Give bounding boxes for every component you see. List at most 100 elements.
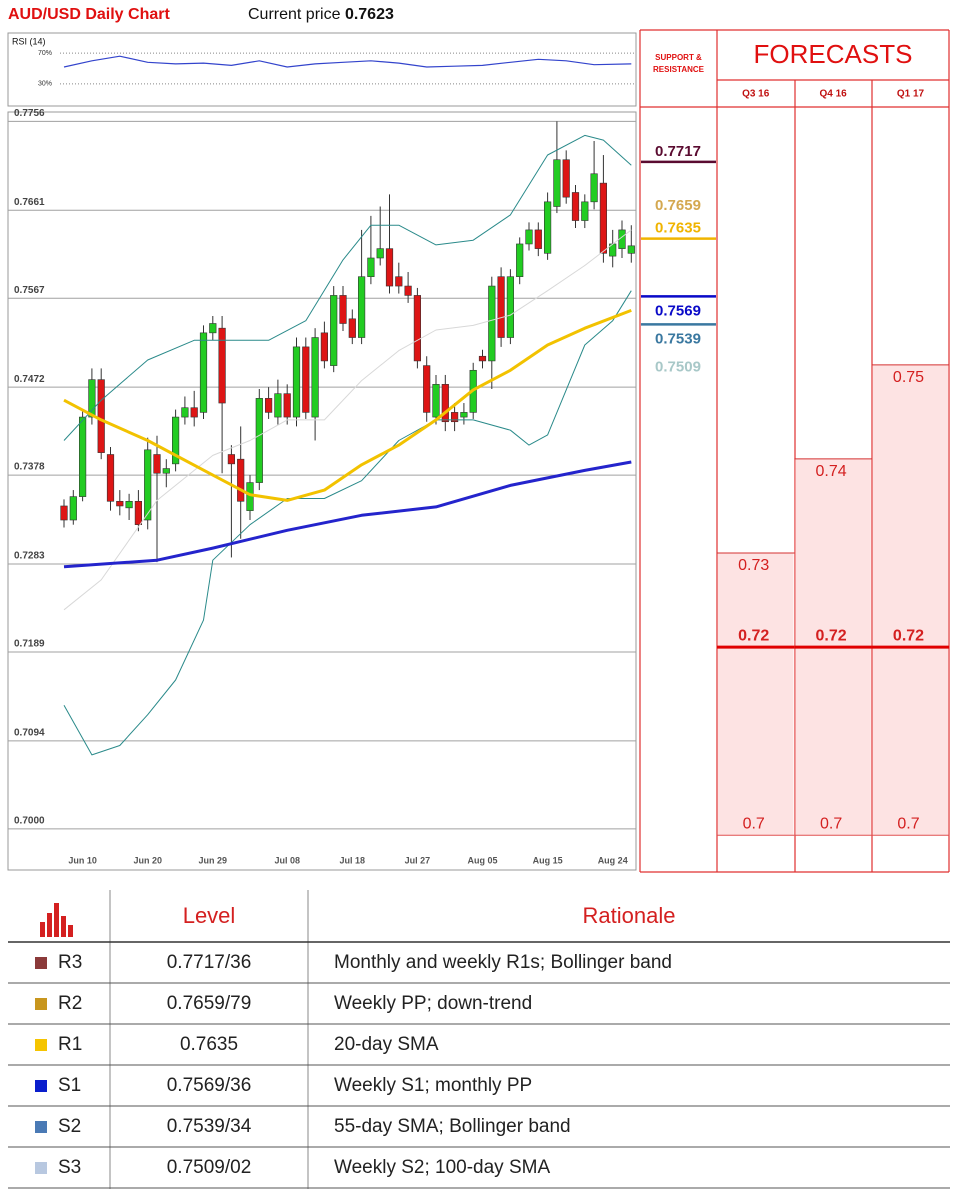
chart-title: AUD/USD Daily Chart	[8, 6, 170, 23]
level-label: 0.7569	[655, 302, 701, 319]
y-tick-label: 0.7378	[14, 462, 45, 473]
rsi-title: RSI (14)	[12, 36, 46, 46]
x-tick-label: Jul 08	[274, 855, 300, 865]
forecast-label: 0.75	[893, 369, 924, 386]
candle-body	[395, 276, 403, 287]
y-tick-label: 0.7472	[14, 374, 45, 385]
forecast-label: 0.7	[820, 816, 842, 833]
x-tick-label: Aug 05	[467, 855, 497, 865]
current-price: Current price 0.7623	[248, 6, 394, 23]
candle-body	[264, 398, 273, 413]
level-name: R3	[58, 952, 82, 973]
level-label: 0.7635	[655, 220, 701, 237]
candle-body	[413, 295, 422, 362]
icon-bar	[68, 925, 73, 937]
candle-body	[218, 327, 226, 404]
candle-body	[441, 384, 449, 423]
forecast-period: Q1 17	[897, 89, 925, 100]
candle-body	[79, 416, 87, 497]
candle-body	[209, 323, 217, 334]
levels-title: SUPPORT & RESISTANCE	[653, 53, 704, 74]
y-tick-label: 0.7567	[14, 285, 45, 296]
x-tick-label: Jul 18	[340, 855, 366, 865]
level-name: R2	[58, 993, 82, 1014]
forecast-label: 0.73	[738, 557, 769, 574]
column-header: Rationale	[583, 903, 676, 928]
candle-body	[162, 468, 170, 474]
candle-body	[543, 201, 552, 254]
level-swatch	[35, 1162, 47, 1174]
price-value: 0.7623	[345, 6, 394, 23]
candle-body	[227, 454, 236, 465]
level-label: 0.7539	[655, 330, 701, 347]
candle-body	[348, 318, 356, 338]
icon-bar	[47, 913, 52, 937]
y-tick-label: 0.7661	[14, 197, 45, 208]
forecast-label: 0.72	[893, 627, 924, 644]
candle-body	[599, 182, 607, 254]
level-swatch	[35, 1080, 47, 1092]
level-rationale: Weekly S1; monthly PP	[334, 1075, 532, 1096]
level-value: 0.7635	[180, 1034, 238, 1055]
candle-body	[357, 276, 366, 338]
level-swatch	[35, 957, 47, 969]
candle-body	[106, 454, 115, 502]
candle-body	[320, 332, 329, 362]
candle-body	[385, 248, 394, 287]
forecast-label: 0.74	[816, 463, 847, 480]
forecast-period: Q3 16	[742, 89, 770, 100]
candle-body	[562, 159, 570, 198]
y-tick-label: 0.7000	[14, 815, 45, 826]
y-tick-label: 0.7189	[14, 639, 45, 650]
level-label: 0.7717	[655, 143, 701, 160]
candle-body	[255, 398, 263, 483]
candle-body	[60, 505, 68, 521]
candle-body	[88, 379, 96, 418]
y-tick-label: 0.7756	[14, 108, 45, 119]
table-frame: Level Rationale	[8, 890, 950, 1189]
level-label: 0.7659	[655, 197, 701, 214]
level-rationale: Weekly S2; 100-day SMA	[334, 1157, 550, 1178]
forecast-label: 0.7	[743, 816, 765, 833]
forecast-range	[718, 553, 794, 836]
x-tick-label: Aug 15	[533, 855, 563, 865]
candle-body	[553, 159, 561, 207]
y-tick-label: 0.7094	[14, 727, 45, 738]
levels-title-box: SUPPORT & RESISTANCE	[653, 53, 704, 74]
forecast-period: Q4 16	[819, 89, 847, 100]
candle-body	[590, 173, 598, 203]
candle-body	[339, 295, 347, 324]
level-name: S1	[58, 1075, 81, 1096]
candle-body	[525, 229, 533, 245]
candle-body	[116, 500, 124, 507]
indicator-line	[63, 229, 632, 611]
x-tick-label: Aug 24	[598, 855, 628, 865]
rsi-tick-label: 30%	[38, 81, 52, 88]
plot-frame	[7, 111, 637, 871]
candle-body	[367, 257, 375, 278]
forecast-label: 0.7	[897, 816, 919, 833]
column-header: Level	[183, 903, 236, 928]
candle-body	[144, 449, 152, 521]
candle-body	[404, 285, 412, 296]
candle-body	[311, 337, 319, 418]
candle-body	[134, 500, 143, 525]
candle-body	[571, 192, 580, 221]
level-rationale: Weekly PP; down-trend	[334, 993, 532, 1014]
level-name: R1	[58, 1034, 82, 1055]
candle-body	[283, 393, 291, 418]
candle-body	[488, 285, 496, 362]
candle-body	[97, 379, 105, 453]
candle-body	[516, 243, 524, 278]
candle-body	[376, 248, 384, 259]
x-tick-label: Jun 20	[133, 855, 162, 865]
candle-body	[330, 295, 338, 366]
table-icon	[40, 903, 73, 937]
candle-body	[199, 332, 208, 413]
level-name: S3	[58, 1157, 81, 1178]
candle-body	[237, 458, 245, 502]
indicator-line	[63, 134, 632, 441]
level-swatch	[35, 1039, 47, 1051]
